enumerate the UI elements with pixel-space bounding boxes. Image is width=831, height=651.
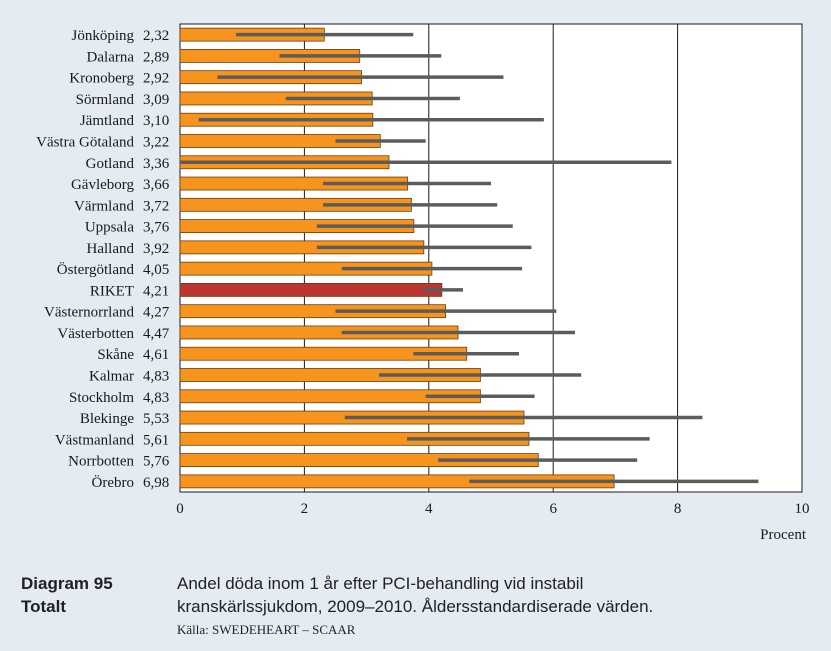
value-label: 4,83: [143, 390, 169, 406]
caption-line-1: Andel döda inom 1 år efter PCI-behandlin…: [177, 574, 584, 593]
value-label: 3,66: [143, 177, 170, 193]
x-tick-label: 8: [674, 501, 682, 517]
category-label: Jönköping: [71, 28, 134, 44]
value-label: 3,76: [143, 220, 170, 236]
category-label: Jämtland: [80, 113, 135, 129]
value-label: 4,47: [143, 326, 170, 342]
diagram-subtitle: Totalt: [21, 597, 67, 616]
category-label: Stockholm: [69, 390, 134, 406]
category-label: Sörmland: [76, 92, 135, 108]
caption-source: Källa: SWEDEHEART – SCAAR: [177, 622, 356, 637]
x-tick-label: 4: [425, 501, 433, 517]
x-tick-label: 6: [549, 501, 557, 517]
value-label: 2,89: [143, 49, 169, 65]
value-label: 4,05: [143, 262, 169, 278]
category-label: Gotland: [86, 156, 135, 172]
chart: 0 2 4 6 8 10 Procent Jönköping 2,32 Dalarna 2,89 Kr…: [36, 23, 810, 543]
value-label: 3,22: [143, 135, 169, 151]
category-label: Örebro: [92, 474, 134, 491]
x-axis-label: Procent: [760, 527, 807, 543]
value-label: 2,92: [143, 71, 169, 87]
value-label: 3,09: [143, 92, 169, 108]
value-label: 4,61: [143, 347, 169, 363]
category-label: Gävleborg: [71, 177, 135, 193]
chart-svg: 0 2 4 6 8 10 Procent Jönköping 2,32 Dalarna 2,89 Kr…: [36, 23, 810, 543]
caption-label: Diagram 95 Totalt: [21, 572, 171, 618]
category-label: Kronoberg: [69, 71, 134, 87]
x-tick-label: 0: [176, 501, 184, 517]
category-label: Värmland: [74, 198, 134, 214]
bar-riket: [179, 283, 443, 297]
value-label: 3,72: [143, 198, 169, 214]
category-label: Kalmar: [89, 369, 134, 385]
value-label: 4,27: [143, 305, 170, 321]
category-label: Västmanland: [55, 432, 135, 448]
x-tick-label: 10: [795, 501, 810, 517]
value-label: 3,36: [143, 156, 170, 172]
caption-text: Andel döda inom 1 år efter PCI-behandlin…: [177, 572, 797, 618]
value-label: 5,53: [143, 411, 169, 427]
category-label: RIKET: [90, 283, 134, 299]
plot-frame: [179, 23, 803, 493]
category-label: Norrbotten: [68, 454, 134, 470]
category-label: Uppsala: [85, 220, 134, 236]
value-label: 5,61: [143, 432, 169, 448]
caption-line-2: kranskärlssjukdom, 2009–2010. Åldersstan…: [177, 597, 654, 616]
value-label: 6,98: [143, 475, 169, 491]
value-label: 3,92: [143, 241, 169, 257]
value-label: 3,10: [143, 113, 169, 129]
category-label: Halland: [87, 241, 135, 257]
diagram-number: Diagram 95: [21, 574, 113, 593]
category-label: Blekinge: [80, 411, 134, 427]
value-label: 4,21: [143, 283, 169, 299]
value-label: 5,76: [143, 454, 170, 470]
category-label: Skåne: [97, 347, 134, 363]
value-label: 2,32: [143, 28, 169, 44]
category-label: Västerbotten: [57, 326, 134, 342]
category-label: Västra Götaland: [36, 135, 134, 151]
category-label: Dalarna: [87, 49, 135, 65]
x-tick-label: 2: [301, 501, 309, 517]
category-label: Östergötland: [57, 261, 135, 278]
value-label: 4,83: [143, 369, 169, 385]
category-label: Västernorrland: [44, 305, 134, 321]
